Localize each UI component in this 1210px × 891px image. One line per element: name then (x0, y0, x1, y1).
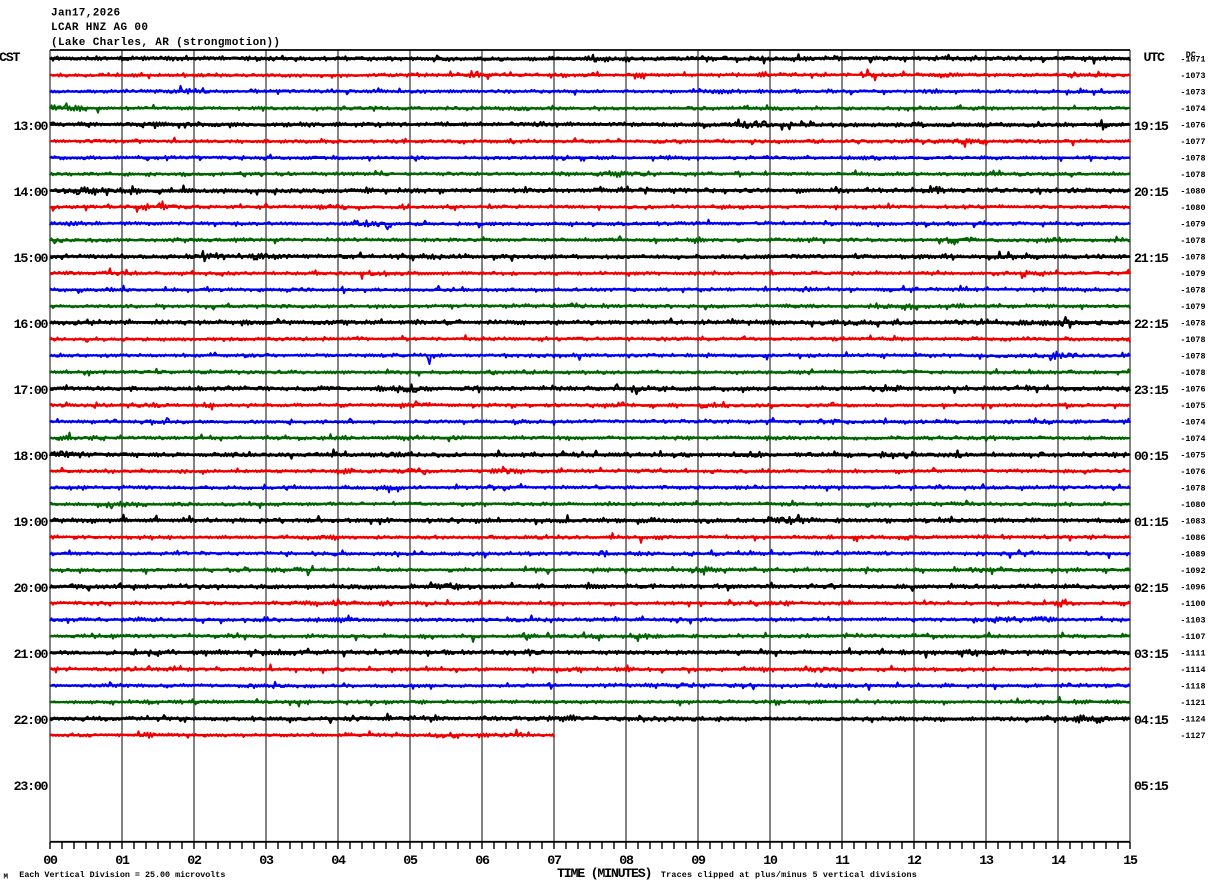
svg-text:21:15: 21:15 (1134, 251, 1169, 266)
svg-text:-1079: -1079 (1180, 269, 1205, 279)
svg-text:09: 09 (691, 853, 706, 868)
svg-text:-1079: -1079 (1180, 220, 1205, 230)
svg-text:-1096: -1096 (1180, 583, 1205, 593)
svg-text:-1114: -1114 (1180, 665, 1205, 675)
svg-text:19:00: 19:00 (14, 515, 49, 530)
svg-text:14: 14 (1051, 853, 1066, 868)
svg-text:13: 13 (979, 853, 994, 868)
svg-text:-1075: -1075 (1180, 451, 1205, 461)
svg-text:-1124: -1124 (1180, 715, 1205, 725)
svg-text:-1089: -1089 (1180, 550, 1205, 560)
svg-text:-1103: -1103 (1180, 616, 1205, 626)
svg-text:-1111: -1111 (1180, 649, 1205, 659)
svg-text:-1078: -1078 (1180, 170, 1205, 180)
svg-text:22:00: 22:00 (14, 713, 49, 728)
svg-text:M: M (4, 874, 9, 882)
svg-text:13:00: 13:00 (14, 119, 49, 134)
svg-text:02:15: 02:15 (1134, 581, 1169, 596)
svg-text:04: 04 (331, 853, 346, 868)
svg-text:-1086: -1086 (1180, 533, 1205, 543)
svg-text:19:15: 19:15 (1134, 119, 1169, 134)
svg-text:15: 15 (1123, 853, 1138, 868)
svg-text:20:15: 20:15 (1134, 185, 1169, 200)
svg-text:03:15: 03:15 (1134, 647, 1169, 662)
svg-text:05: 05 (403, 853, 418, 868)
svg-text:-1092: -1092 (1180, 566, 1205, 576)
svg-text:07: 07 (547, 853, 562, 868)
svg-text:-1078: -1078 (1180, 352, 1205, 362)
svg-text:-1107: -1107 (1180, 632, 1205, 642)
svg-text:-1077: -1077 (1180, 137, 1205, 147)
svg-text:-1078: -1078 (1180, 484, 1205, 494)
svg-text:-1078: -1078 (1180, 335, 1205, 345)
svg-text:16:00: 16:00 (14, 317, 49, 332)
svg-text:-1080: -1080 (1180, 203, 1205, 213)
svg-text:21:00: 21:00 (14, 647, 49, 662)
svg-text:-1074: -1074 (1180, 104, 1205, 114)
svg-text:00:15: 00:15 (1134, 449, 1169, 464)
svg-text:01:15: 01:15 (1134, 515, 1169, 530)
svg-text:23:15: 23:15 (1134, 383, 1169, 398)
svg-text:06: 06 (475, 853, 490, 868)
svg-text:-1076: -1076 (1180, 121, 1205, 131)
svg-text:23:00: 23:00 (14, 779, 49, 794)
svg-text:08: 08 (619, 853, 634, 868)
svg-text:-1078: -1078 (1180, 154, 1205, 164)
svg-text:11: 11 (835, 853, 850, 868)
svg-text:-1127: -1127 (1180, 731, 1205, 741)
svg-text:-1071: -1071 (1180, 55, 1205, 65)
svg-text:-1078: -1078 (1180, 253, 1205, 263)
svg-text:UTC: UTC (1144, 50, 1165, 65)
svg-text:-1121: -1121 (1180, 698, 1205, 708)
svg-text:-1078: -1078 (1180, 319, 1205, 329)
svg-text:17:00: 17:00 (14, 383, 49, 398)
svg-text:-1100: -1100 (1180, 599, 1205, 609)
svg-text:-1078: -1078 (1180, 236, 1205, 246)
svg-text:18:00: 18:00 (14, 449, 49, 464)
svg-text:02: 02 (187, 853, 202, 868)
svg-text:05:15: 05:15 (1134, 779, 1169, 794)
svg-text:-1073: -1073 (1180, 88, 1205, 98)
svg-text:-1073: -1073 (1180, 71, 1205, 81)
svg-text:-1076: -1076 (1180, 467, 1205, 477)
svg-text:CST: CST (0, 50, 20, 65)
svg-text:-1075: -1075 (1180, 401, 1205, 411)
svg-text:14:00: 14:00 (14, 185, 49, 200)
svg-text:00: 00 (43, 853, 58, 868)
svg-text:03: 03 (259, 853, 274, 868)
svg-text:01: 01 (115, 853, 130, 868)
svg-text:DC: DC (1186, 50, 1196, 60)
svg-text:Jan17,2026: Jan17,2026 (51, 7, 121, 19)
svg-text:-1076: -1076 (1180, 385, 1205, 395)
svg-text:-1118: -1118 (1180, 682, 1205, 692)
svg-text:-1080: -1080 (1180, 187, 1205, 197)
svg-text:-1074: -1074 (1180, 434, 1205, 444)
svg-text:04:15: 04:15 (1134, 713, 1169, 728)
svg-text:-1078: -1078 (1180, 368, 1205, 378)
svg-text:LCAR HNZ AG 00: LCAR HNZ AG 00 (51, 22, 148, 34)
svg-text:-1080: -1080 (1180, 500, 1205, 510)
svg-text:15:00: 15:00 (14, 251, 49, 266)
svg-text:-1079: -1079 (1180, 302, 1205, 312)
svg-text:Traces clipped at plus/minus 5: Traces clipped at plus/minus 5 vertical … (661, 870, 917, 880)
svg-text:22:15: 22:15 (1134, 317, 1169, 332)
svg-text:12: 12 (907, 853, 922, 868)
svg-text:TIME (MINUTES): TIME (MINUTES) (557, 866, 651, 881)
svg-text:20:00: 20:00 (14, 581, 49, 596)
svg-text:(Lake Charles, AR (strongmotio: (Lake Charles, AR (strongmotion)) (51, 37, 280, 49)
svg-text:10: 10 (763, 853, 778, 868)
svg-text:Each Vertical Division = 25.: Each Vertical Division = 25.00 microvolt… (19, 870, 225, 880)
svg-text:-1083: -1083 (1180, 517, 1205, 527)
svg-text:-1078: -1078 (1180, 286, 1205, 296)
svg-text:-1074: -1074 (1180, 418, 1205, 428)
